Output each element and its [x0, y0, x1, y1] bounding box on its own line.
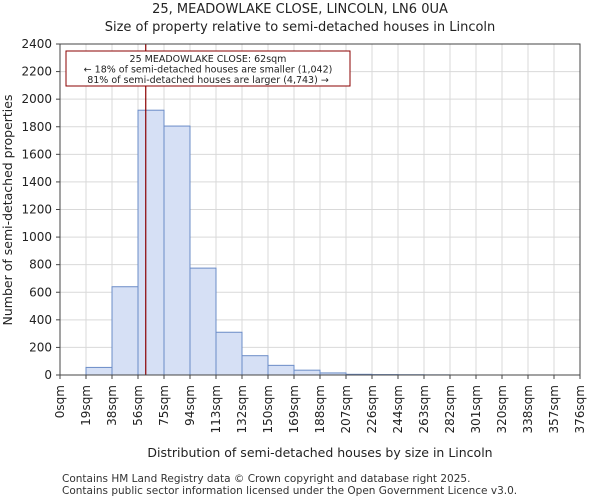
- x-tick-label: 282sqm: [443, 385, 457, 433]
- y-axis-label: Number of semi-detached properties: [0, 95, 15, 326]
- footer-line-2: Contains public sector information licen…: [62, 485, 518, 497]
- bar: [137, 109, 165, 376]
- annotation-line: 25 MEADOWLAKE CLOSE: 62sqm: [130, 54, 287, 65]
- y-tick-label: 2000: [21, 92, 52, 106]
- y-tick-label: 2200: [21, 65, 52, 79]
- y-tick-label: 1400: [21, 175, 52, 189]
- y-tick-label: 1200: [21, 203, 52, 217]
- annotation-box: [65, 50, 351, 87]
- x-tick-label: 301sqm: [469, 385, 483, 433]
- x-tick-label: 263sqm: [417, 385, 431, 433]
- bar: [267, 364, 295, 376]
- footer-line-1: Contains HM Land Registry data © Crown c…: [62, 473, 471, 485]
- x-tick-label: 357sqm: [547, 385, 561, 433]
- x-tick-label: 188sqm: [313, 385, 327, 433]
- histogram-chart: 25 MEADOWLAKE CLOSE: 62sqm← 18% of semi-…: [0, 37, 587, 460]
- x-tick-label: 244sqm: [391, 385, 405, 433]
- y-tick-label: 2400: [21, 37, 52, 51]
- annotation-line: 81% of semi-detached houses are larger (…: [87, 75, 329, 86]
- bars: [85, 109, 451, 376]
- x-tick-label: 75sqm: [157, 385, 171, 426]
- y-tick-label: 400: [29, 313, 52, 327]
- bar: [293, 369, 321, 376]
- x-tick-label: 150sqm: [261, 385, 275, 433]
- y-tick-label: 0: [44, 368, 52, 382]
- x-tick-label: 113sqm: [209, 385, 223, 433]
- x-tick-label: 0sqm: [53, 385, 67, 418]
- y-tick-labels: 0 200 400 600 800 1000 1200 1400 1600 1800 2000 220…: [21, 37, 60, 382]
- y-tick-label: 1600: [21, 147, 52, 161]
- y-tick-label: 600: [29, 285, 52, 299]
- x-tick-label: 376sqm: [573, 385, 587, 433]
- y-tick-label: 1800: [21, 120, 52, 134]
- x-axis-label: Distribution of semi-detached houses by …: [147, 445, 492, 460]
- chart-title: 25, MEADOWLAKE CLOSE, LINCOLN, LN6 0UA: [152, 2, 448, 17]
- y-tick-label: 800: [29, 258, 52, 272]
- x-tick-label: 320sqm: [495, 385, 509, 433]
- x-tick-label: 94sqm: [183, 385, 197, 426]
- x-tick-label: 169sqm: [287, 385, 301, 433]
- bar: [85, 366, 113, 376]
- bar: [163, 125, 191, 376]
- x-tick-label: 132sqm: [235, 385, 249, 433]
- bar: [241, 355, 269, 376]
- x-tick-labels: 0sqm 19sqm 38sqm 56sqm 75sqm 94sqm 113sqm 132sq…: [53, 375, 587, 433]
- x-tick-label: 19sqm: [79, 385, 93, 426]
- bar: [111, 286, 139, 376]
- x-tick-label: 38sqm: [105, 385, 119, 426]
- bar: [189, 267, 217, 376]
- y-tick-label: 1000: [21, 230, 52, 244]
- x-tick-label: 338sqm: [521, 385, 535, 433]
- x-tick-label: 56sqm: [131, 385, 145, 426]
- annotation-line: ← 18% of semi-detached houses are smalle…: [84, 65, 333, 76]
- bar: [215, 331, 243, 376]
- y-tick-label: 200: [29, 340, 52, 354]
- x-tick-label: 207sqm: [339, 385, 353, 433]
- chart-subtitle: Size of property relative to semi-detach…: [104, 20, 496, 35]
- marker-group: 25 MEADOWLAKE CLOSE: 62sqm← 18% of semi-…: [65, 44, 351, 375]
- x-tick-label: 226sqm: [365, 385, 379, 433]
